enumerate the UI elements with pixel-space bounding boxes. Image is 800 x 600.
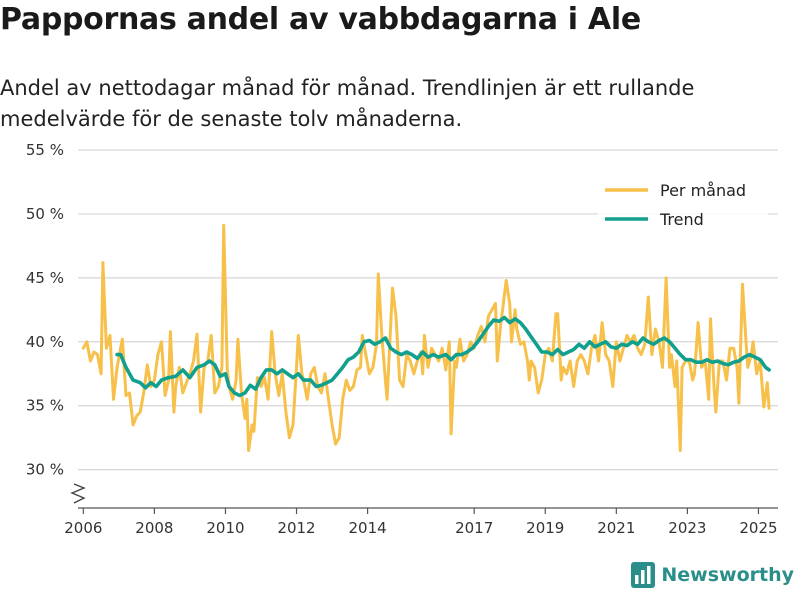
y-tick-label: 35 % — [26, 397, 64, 415]
series-lines — [81, 223, 771, 452]
series-line-per-manad — [81, 223, 771, 452]
x-axis: 2006 2008 2010 2012 2014 2017 2019 2021 2023 2025 — [64, 483, 778, 537]
legend-label: Per månad — [660, 181, 746, 200]
legend-background — [598, 176, 768, 234]
x-tick-label: 2006 — [64, 519, 102, 537]
y-tick-label: 30 % — [26, 461, 64, 479]
x-tick-label: 2023 — [668, 519, 706, 537]
x-tick-label: 2010 — [206, 519, 244, 537]
y-tick-label: 50 % — [26, 205, 64, 223]
legend: Per månad Trend — [598, 176, 768, 234]
chart-subtitle: Andel av nettodagar månad för månad. Tre… — [0, 76, 695, 131]
chart-title: Pappornas andel av vabbdagarna i Ale — [0, 2, 641, 37]
x-tick-label: 2019 — [526, 519, 564, 537]
x-tick-label: 2014 — [349, 519, 387, 537]
x-tick-label: 2021 — [597, 519, 635, 537]
series-line-trend — [115, 315, 771, 398]
bar-chart-logo-icon — [631, 562, 656, 588]
x-tick-label: 2025 — [739, 519, 777, 537]
y-tick-label: 45 % — [26, 269, 64, 287]
axis-break-icon — [70, 483, 86, 504]
x-tick-label: 2012 — [277, 519, 315, 537]
y-axis-ticks: 30 % 35 % 40 % 45 % 50 % 55 % — [26, 141, 64, 479]
newsworthy-logo: Newsworthy — [631, 560, 794, 590]
y-tick-label: 55 % — [26, 141, 64, 159]
brand-name: Newsworthy — [661, 564, 794, 586]
legend-label: Trend — [659, 210, 704, 229]
x-tick-label: 2008 — [135, 519, 173, 537]
y-tick-label: 40 % — [26, 333, 64, 351]
x-tick-label: 2017 — [455, 519, 493, 537]
